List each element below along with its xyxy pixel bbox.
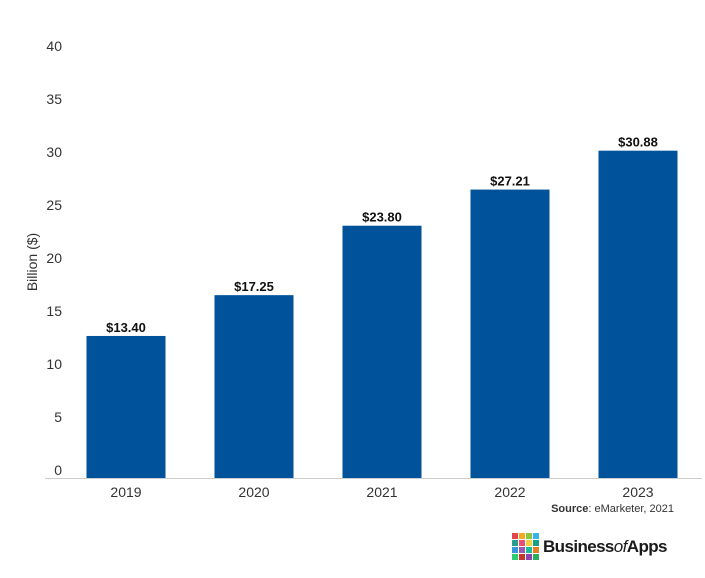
- bars: $13.40 $17.25 $23.80 $27.21 $30.88: [86, 135, 678, 478]
- y-tick-label: 5: [54, 409, 62, 425]
- logo-square: [519, 540, 525, 546]
- source-note: Source: eMarketer, 2021: [551, 503, 674, 515]
- y-tick-label: 30: [46, 144, 62, 160]
- y-tick-label: 20: [46, 250, 62, 266]
- logo-wordmark: BusinessofApps: [543, 536, 667, 556]
- bar: [342, 225, 422, 478]
- x-tick-label: 2021: [366, 484, 397, 500]
- logo-square: [533, 554, 539, 560]
- logo-square: [519, 533, 525, 539]
- bar-value-label: $30.88: [618, 135, 658, 150]
- y-tick-label: 10: [46, 356, 62, 372]
- y-tick-label: 25: [46, 197, 62, 213]
- bar: [598, 150, 678, 478]
- logo-square: [526, 554, 532, 560]
- source-label: Source: [551, 503, 589, 515]
- y-tick-label: 0: [54, 462, 62, 478]
- bar-chart: 0 5 10 15 20 25 30 35 40 Billion ($) $13.40 $17.2…: [24, 38, 702, 500]
- logo-square: [512, 547, 518, 553]
- y-axis-label: Billion ($): [24, 233, 40, 291]
- logo-square: [526, 547, 532, 553]
- logo-grid-icon: [512, 533, 539, 560]
- bar-value-label: $13.40: [106, 320, 146, 335]
- y-tick-label: 40: [46, 38, 62, 54]
- x-tick-label: 2022: [494, 484, 525, 500]
- x-axis: 2019 2020 2021 2022 2023: [110, 484, 653, 500]
- bar: [86, 335, 166, 478]
- y-axis: 0 5 10 15 20 25 30 35 40: [46, 38, 62, 478]
- bar-value-label: $23.80: [362, 210, 402, 225]
- y-tick-label: 35: [46, 91, 62, 107]
- x-tick-label: 2023: [622, 484, 653, 500]
- source-text: : eMarketer, 2021: [588, 503, 674, 515]
- bar: [214, 295, 294, 478]
- logo-square: [533, 547, 539, 553]
- bar-value-label: $17.25: [234, 279, 274, 294]
- logo-square: [512, 533, 518, 539]
- logo-square: [526, 540, 532, 546]
- logo-square: [519, 554, 525, 560]
- bar: [470, 189, 550, 478]
- logo-square: [512, 554, 518, 560]
- y-tick-label: 15: [46, 303, 62, 319]
- bar-value-label: $27.21: [490, 174, 530, 189]
- logo-square: [533, 540, 539, 546]
- x-tick-label: 2020: [238, 484, 269, 500]
- logo-square: [512, 540, 518, 546]
- x-tick-label: 2019: [110, 484, 141, 500]
- businessofapps-logo: BusinessofApps: [512, 533, 667, 560]
- logo-square: [519, 547, 525, 553]
- logo-square: [526, 533, 532, 539]
- logo-square: [533, 533, 539, 539]
